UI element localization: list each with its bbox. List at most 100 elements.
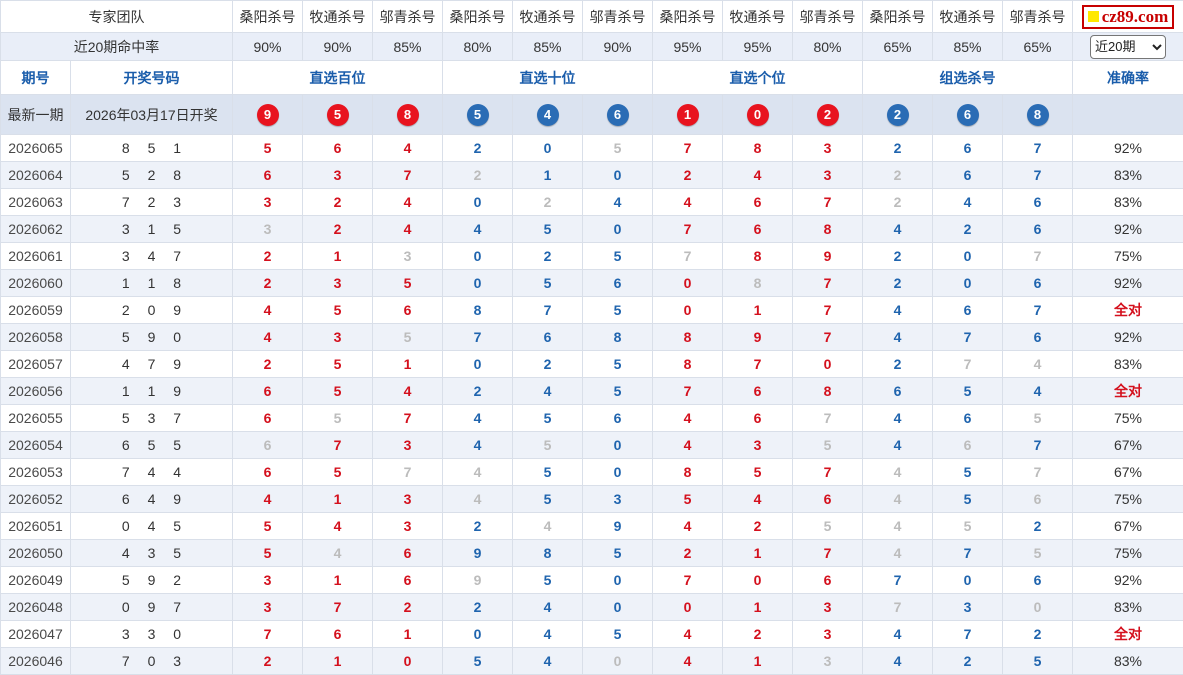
kill-number-cell: 0 (723, 567, 793, 594)
kill-number-cell: 6 (933, 162, 1003, 189)
latest-ball-cell: 4 (513, 95, 583, 135)
period-cell: 2026052 (1, 486, 71, 513)
kill-number-cell: 6 (233, 162, 303, 189)
period-range-select[interactable]: 近20期 (1090, 35, 1166, 59)
kill-number-cell: 7 (793, 189, 863, 216)
logo-square-icon (1088, 11, 1099, 22)
cz89-logo[interactable]: cz89.com (1082, 5, 1175, 29)
kill-number-cell: 0 (443, 351, 513, 378)
draw-numbers-cell: 6 4 9 (71, 486, 233, 513)
hit-rate-value-3: 80% (443, 33, 513, 61)
kill-number-cell: 3 (793, 162, 863, 189)
accuracy-cell: 92% (1073, 567, 1183, 594)
accuracy-cell: 83% (1073, 162, 1183, 189)
kill-number-cell: 4 (723, 162, 793, 189)
kill-number-cell: 8 (723, 243, 793, 270)
kill-number-cell: 5 (303, 405, 373, 432)
kill-number-cell: 6 (863, 378, 933, 405)
kill-number-cell: 3 (373, 243, 443, 270)
period-cell: 2026054 (1, 432, 71, 459)
kill-number-cell: 2 (513, 351, 583, 378)
kill-number-cell: 6 (1003, 324, 1073, 351)
kill-number-cell: 7 (1003, 432, 1073, 459)
kill-number-cell: 5 (933, 378, 1003, 405)
kill-number-cell: 7 (1003, 135, 1073, 162)
experts-header-row: 专家团队 桑阳杀号牧通杀号邬青杀号桑阳杀号牧通杀号邬青杀号桑阳杀号牧通杀号邬青杀… (1, 1, 1183, 33)
kill-number-cell: 8 (793, 216, 863, 243)
draw-numbers-cell: 3 3 0 (71, 621, 233, 648)
expert-header-7: 牧通杀号 (723, 1, 793, 33)
kill-number-cell: 4 (653, 648, 723, 675)
draw-numbers-cell: 3 1 5 (71, 216, 233, 243)
latest-accuracy-cell (1073, 95, 1183, 135)
period-cell: 2026047 (1, 621, 71, 648)
latest-ball-cell: 2 (863, 95, 933, 135)
kill-number-cell: 0 (583, 162, 653, 189)
kill-number-cell: 6 (933, 297, 1003, 324)
kill-number-cell: 8 (723, 135, 793, 162)
lottery-ball: 5 (327, 104, 349, 126)
kill-number-cell: 0 (793, 351, 863, 378)
kill-number-cell: 7 (653, 216, 723, 243)
kill-number-cell: 7 (303, 432, 373, 459)
kill-number-cell: 0 (583, 648, 653, 675)
hit-rate-row: 近20期命中率 90%90%85%80%85%90%95%95%80%65%85… (1, 33, 1183, 61)
period-cell: 2026059 (1, 297, 71, 324)
kill-number-cell: 6 (1003, 189, 1073, 216)
kill-number-cell: 2 (303, 189, 373, 216)
draw-numbers-cell: 7 0 3 (71, 648, 233, 675)
kill-number-cell: 7 (793, 459, 863, 486)
kill-number-cell: 9 (723, 324, 793, 351)
kill-number-cell: 7 (1003, 297, 1073, 324)
kill-number-cell: 7 (933, 324, 1003, 351)
kill-number-cell: 7 (933, 540, 1003, 567)
hit-rate-value-6: 95% (653, 33, 723, 61)
kill-number-cell: 4 (443, 459, 513, 486)
kill-number-cell: 8 (793, 378, 863, 405)
draw-numbers-cell: 0 9 7 (71, 594, 233, 621)
expert-header-9: 桑阳杀号 (863, 1, 933, 33)
kill-number-cell: 3 (373, 486, 443, 513)
kill-number-cell: 5 (513, 405, 583, 432)
kill-number-cell: 6 (1003, 270, 1073, 297)
period-cell: 2026060 (1, 270, 71, 297)
kill-number-cell: 1 (723, 297, 793, 324)
kill-number-cell: 6 (373, 567, 443, 594)
kill-number-cell: 5 (513, 270, 583, 297)
latest-ball-cell: 6 (583, 95, 653, 135)
kill-number-cell: 8 (653, 351, 723, 378)
kill-number-cell: 3 (793, 648, 863, 675)
latest-ball-cell: 5 (443, 95, 513, 135)
hit-rate-label: 近20期命中率 (1, 33, 233, 61)
accuracy-cell: 67% (1073, 459, 1183, 486)
kill-number-cell: 0 (653, 594, 723, 621)
accuracy-cell: 75% (1073, 405, 1183, 432)
kill-number-cell: 5 (583, 540, 653, 567)
kill-number-cell: 4 (863, 648, 933, 675)
kill-number-cell: 4 (653, 513, 723, 540)
kill-number-cell: 7 (373, 459, 443, 486)
lottery-ball: 8 (397, 104, 419, 126)
kill-number-cell: 6 (933, 432, 1003, 459)
kill-number-cell: 2 (933, 216, 1003, 243)
kill-number-cell: 3 (723, 432, 793, 459)
period-cell: 2026063 (1, 189, 71, 216)
draw-numbers-cell: 7 2 3 (71, 189, 233, 216)
kill-number-cell: 4 (443, 432, 513, 459)
kill-number-cell: 3 (233, 567, 303, 594)
accuracy-cell: 92% (1073, 216, 1183, 243)
kill-number-cell: 5 (513, 567, 583, 594)
kill-number-cell: 2 (653, 540, 723, 567)
kill-number-cell: 5 (1003, 648, 1073, 675)
kill-number-cell: 7 (723, 351, 793, 378)
kill-number-cell: 2 (513, 189, 583, 216)
draw-numbers-cell: 5 9 0 (71, 324, 233, 351)
kill-number-cell: 3 (303, 324, 373, 351)
hit-rate-value-4: 85% (513, 33, 583, 61)
kill-number-cell: 4 (373, 189, 443, 216)
